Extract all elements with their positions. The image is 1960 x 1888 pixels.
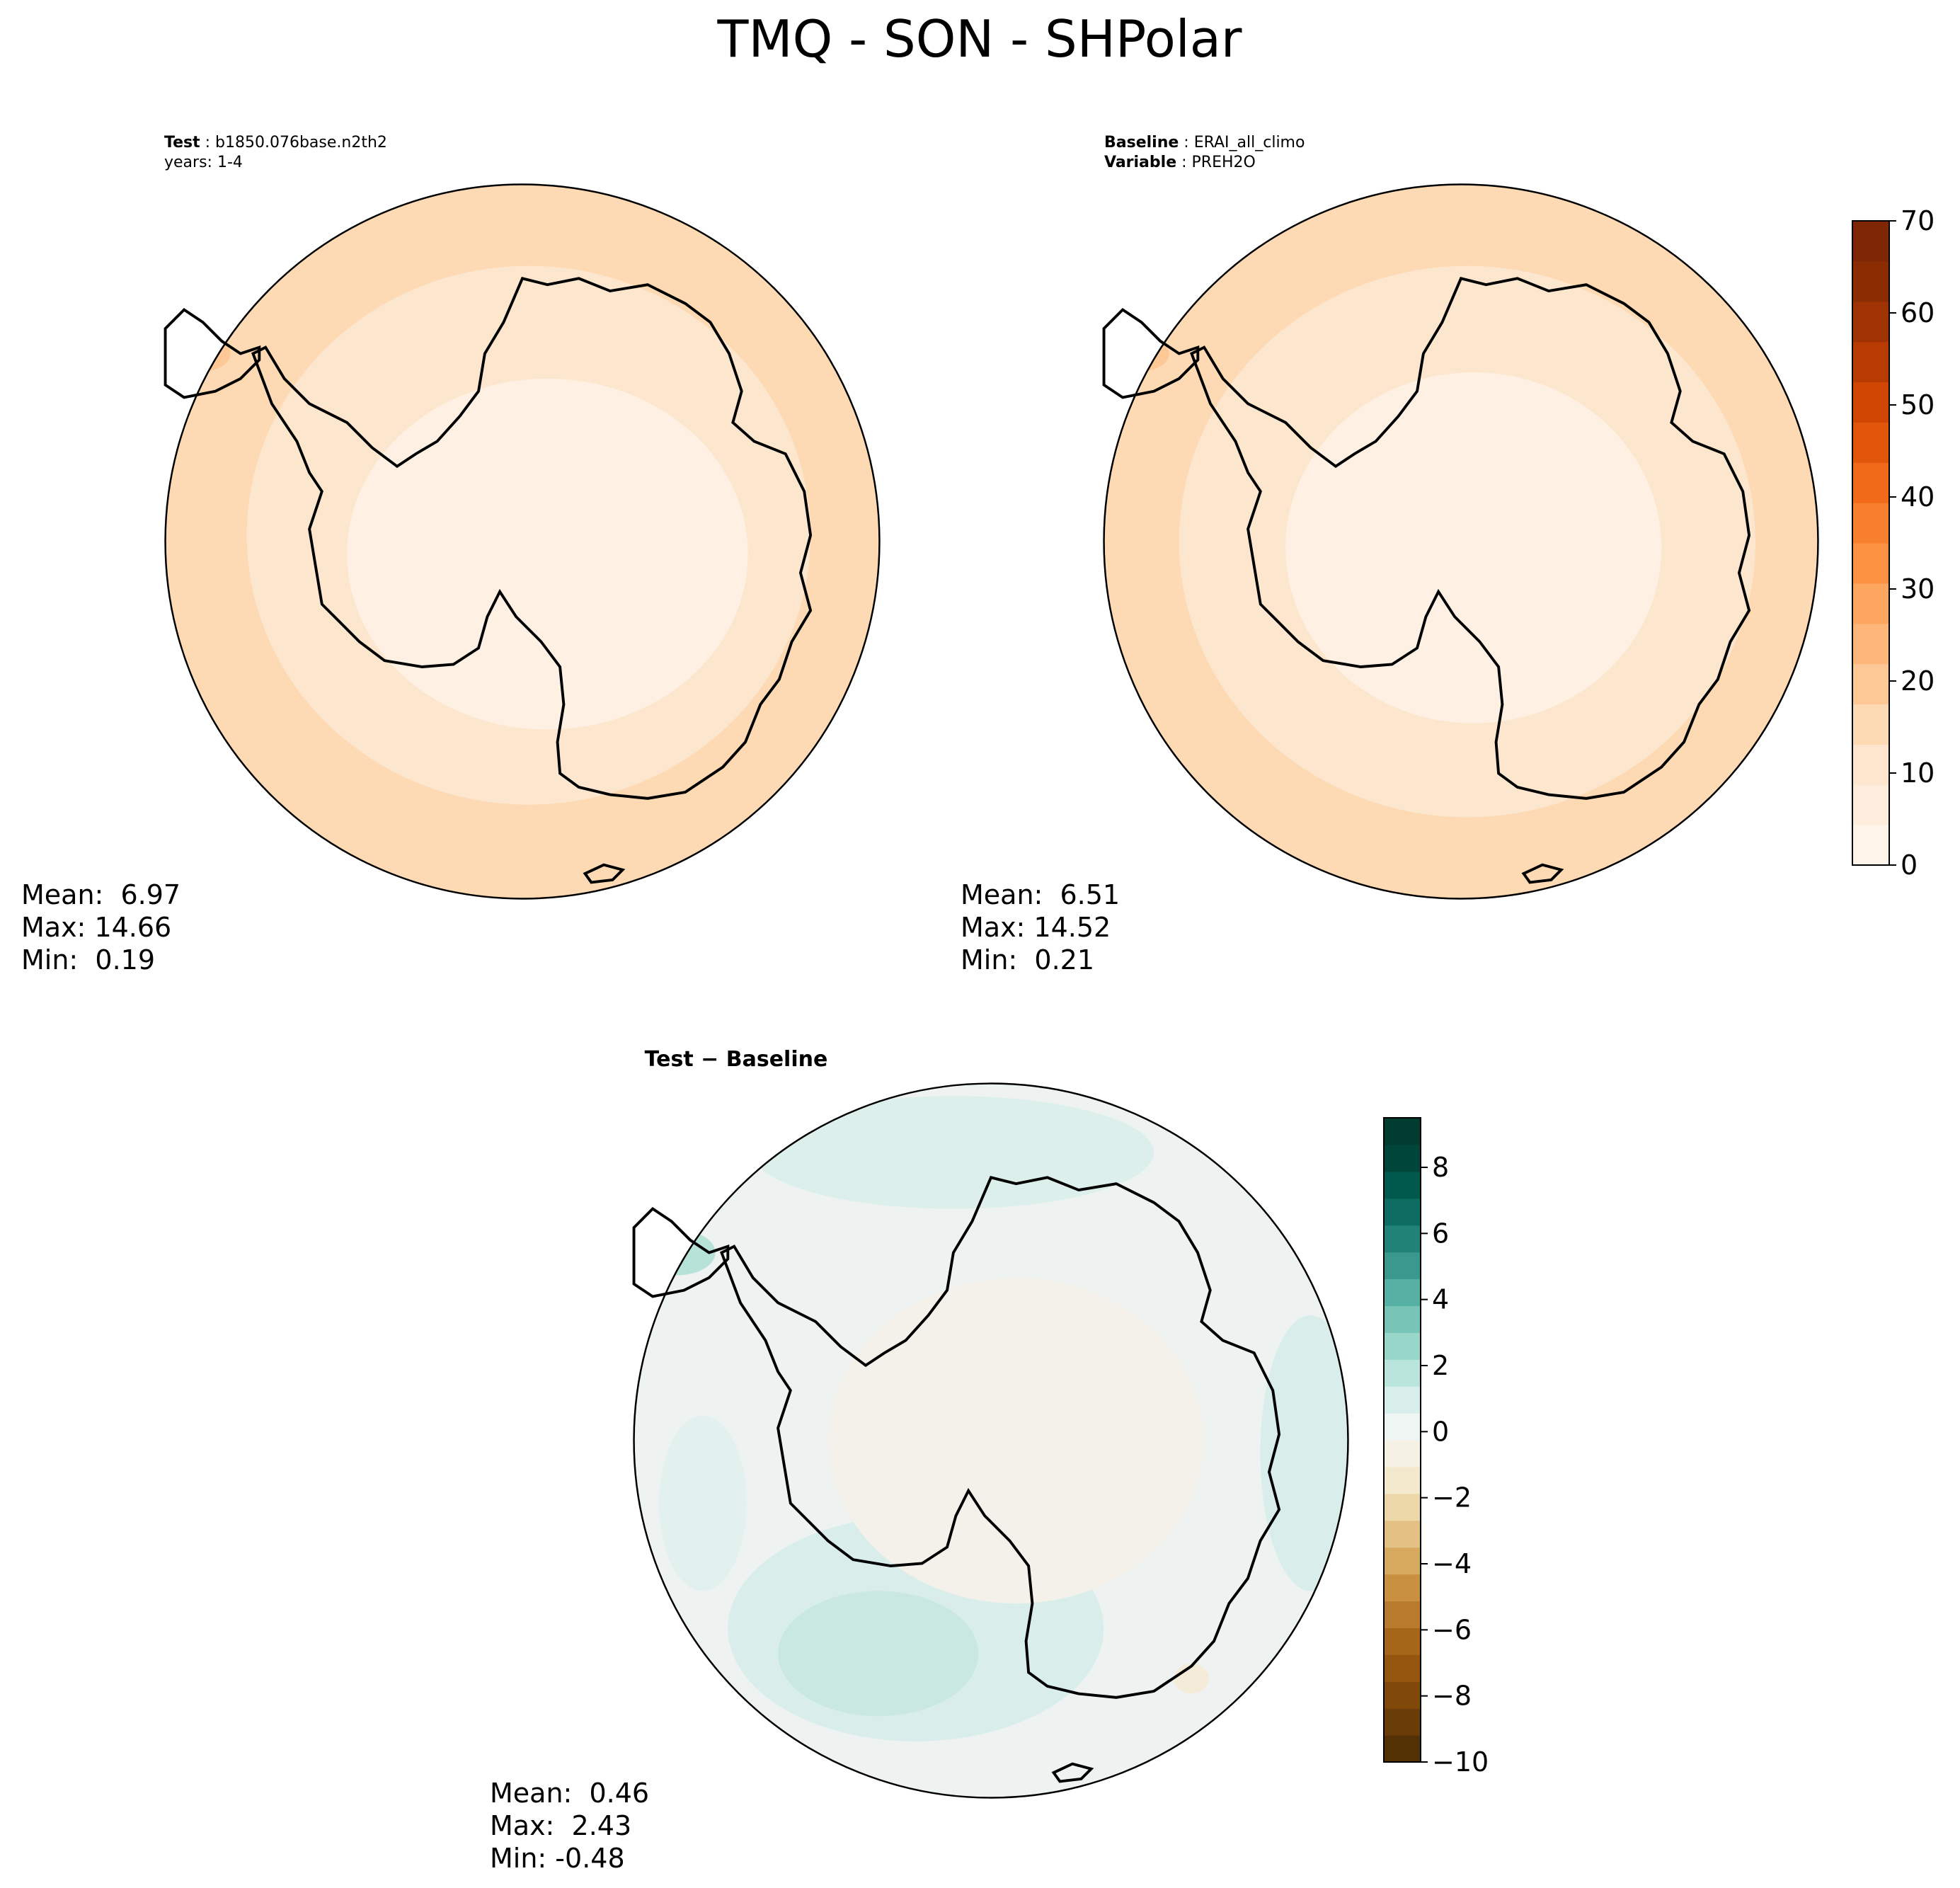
test-stat-max: Max: 14.66 xyxy=(21,912,171,943)
difference-field-patch xyxy=(778,1591,979,1717)
difference-colorbar-color-segment xyxy=(1384,1332,1421,1360)
difference-colorbar-frame xyxy=(1383,1117,1421,1763)
baseline-colorbar-tick-label: 20 xyxy=(1901,665,1935,697)
baseline-colorbar-color-segment xyxy=(1852,261,1889,302)
difference-colorbar-color-segment xyxy=(1384,1171,1421,1199)
baseline-colorbar-tick-label: 40 xyxy=(1901,481,1935,513)
difference-colorbar-tick-label: −6 xyxy=(1432,1614,1472,1645)
difference-colorbar-color-segment xyxy=(1384,1386,1421,1414)
difference-stat-min: Min: -0.48 xyxy=(490,1843,625,1874)
baseline-colorbar: 0 10 20 30 40 50 60 70 xyxy=(1852,205,1935,881)
baseline-colorbar-color-segment xyxy=(1852,543,1889,584)
baseline-variable-value: : PREH2O xyxy=(1176,154,1256,171)
baseline-colorbar-tick-label: 70 xyxy=(1901,205,1935,236)
baseline-label-value: : ERAI_all_climo xyxy=(1179,134,1305,151)
baseline-label: Baseline : ERAI_all_climo xyxy=(1104,134,1305,151)
baseline-colorbar-color-segment xyxy=(1852,503,1889,544)
difference-field-patch xyxy=(1260,1315,1348,1591)
difference-map xyxy=(632,1082,1349,1799)
difference-stat-max: Max: 2.43 xyxy=(490,1810,631,1841)
baseline-colorbar-color-segment xyxy=(1852,583,1889,624)
baseline-colorbar-tick-label: 0 xyxy=(1901,849,1918,881)
test-label-value: : b1850.076base.n2th2 xyxy=(200,134,387,151)
baseline-field-inner xyxy=(1285,372,1662,723)
difference-colorbar-color-segment xyxy=(1384,1574,1421,1602)
baseline-colorbar-color-segment xyxy=(1852,382,1889,423)
difference-stat-mean: Mean: 0.46 xyxy=(490,1778,649,1809)
test-field-inner xyxy=(347,378,748,730)
difference-colorbar-color-segment xyxy=(1384,1547,1421,1575)
difference-colorbar-color-segment xyxy=(1384,1735,1421,1763)
difference-colorbar-color-segment xyxy=(1384,1359,1421,1387)
baseline-variable-key: Variable xyxy=(1104,154,1176,171)
difference-colorbar-color-segment xyxy=(1384,1144,1421,1172)
baseline-variable: Variable : PREH2O xyxy=(1104,154,1256,171)
difference-colorbar-color-segment xyxy=(1384,1466,1421,1494)
difference-colorbar-tick-label: 8 xyxy=(1432,1152,1449,1183)
difference-colorbar-color-segment xyxy=(1384,1305,1421,1333)
test-map-boundary xyxy=(164,183,881,900)
difference-colorbar-color-segment xyxy=(1384,1520,1421,1548)
test-label: Test : b1850.076base.n2th2 xyxy=(164,134,387,151)
difference-colorbar-color-segment xyxy=(1384,1440,1421,1468)
baseline-colorbar-tick-label: 30 xyxy=(1901,573,1935,605)
test-label-key: Test xyxy=(164,134,200,151)
difference-colorbar-tick-label: 2 xyxy=(1432,1350,1449,1381)
baseline-colorbar-color-segment xyxy=(1852,704,1889,745)
baseline-stat-max: Max: 14.52 xyxy=(961,912,1111,943)
difference-colorbar-color-segment xyxy=(1384,1601,1421,1629)
test-stat-min: Min: 0.19 xyxy=(21,944,155,976)
baseline-colorbar-color-segment xyxy=(1852,623,1889,665)
difference-colorbar-tick-label: −10 xyxy=(1432,1746,1489,1778)
baseline-stat-min: Min: 0.21 xyxy=(961,944,1094,976)
difference-colorbar-color-segment xyxy=(1384,1627,1421,1655)
difference-field-patch xyxy=(752,1096,1154,1209)
test-years: years: 1-4 xyxy=(164,154,243,171)
difference-colorbar-color-segment xyxy=(1384,1198,1421,1226)
difference-colorbar-tick-label: −4 xyxy=(1432,1548,1472,1579)
difference-colorbar-color-segment xyxy=(1384,1654,1421,1682)
baseline-colorbar-color-segment xyxy=(1852,744,1889,785)
figure-title: TMQ - SON - SHPolar xyxy=(717,9,1242,69)
test-stat-mean: Mean: 6.97 xyxy=(21,879,180,910)
difference-colorbar-color-segment xyxy=(1384,1413,1421,1441)
difference-colorbar-tick-label: −2 xyxy=(1432,1482,1472,1514)
difference-colorbar-color-segment xyxy=(1384,1118,1421,1145)
baseline-colorbar-tick-label: 60 xyxy=(1901,297,1935,328)
difference-colorbar-color-segment xyxy=(1384,1708,1421,1736)
difference-title: Test − Baseline xyxy=(645,1047,828,1072)
baseline-stat-mean: Mean: 6.51 xyxy=(961,879,1120,910)
baseline-colorbar-tick-label: 10 xyxy=(1901,757,1935,789)
baseline-colorbar-color-segment xyxy=(1852,825,1889,866)
difference-colorbar-tick-label: 6 xyxy=(1432,1218,1449,1249)
baseline-colorbar-color-segment xyxy=(1852,301,1889,343)
baseline-colorbar-color-segment xyxy=(1852,341,1889,383)
baseline-colorbar-frame xyxy=(1852,220,1890,866)
difference-map-boundary xyxy=(633,1082,1349,1799)
baseline-colorbar-tick-label: 50 xyxy=(1901,389,1935,420)
difference-colorbar-color-segment xyxy=(1384,1681,1421,1709)
difference-colorbar-tick-label: 0 xyxy=(1432,1416,1449,1447)
difference-colorbar-color-segment xyxy=(1384,1252,1421,1280)
test-map xyxy=(164,183,881,900)
difference-colorbar-color-segment xyxy=(1384,1225,1421,1253)
baseline-map-boundary xyxy=(1103,183,1819,900)
baseline-colorbar-color-segment xyxy=(1852,462,1889,503)
baseline-colorbar-color-segment xyxy=(1852,422,1889,463)
baseline-colorbar-color-segment xyxy=(1852,784,1889,825)
difference-colorbar-color-segment xyxy=(1384,1278,1421,1307)
baseline-colorbar-color-segment xyxy=(1852,221,1889,262)
baseline-map xyxy=(1102,183,1819,900)
difference-colorbar-tick-label: 4 xyxy=(1432,1284,1449,1315)
difference-colorbar-tick-label: −8 xyxy=(1432,1681,1472,1712)
baseline-colorbar-color-segment xyxy=(1852,663,1889,705)
difference-field-patch xyxy=(658,1415,747,1591)
difference-colorbar: −10 −8 −6 −4 −2 0 2 4 6 8 xyxy=(1383,1117,1489,1778)
difference-colorbar-color-segment xyxy=(1384,1493,1421,1521)
baseline-label-key: Baseline xyxy=(1104,134,1179,151)
difference-field-patch xyxy=(1174,1664,1209,1694)
difference-field-patch xyxy=(827,1277,1204,1604)
